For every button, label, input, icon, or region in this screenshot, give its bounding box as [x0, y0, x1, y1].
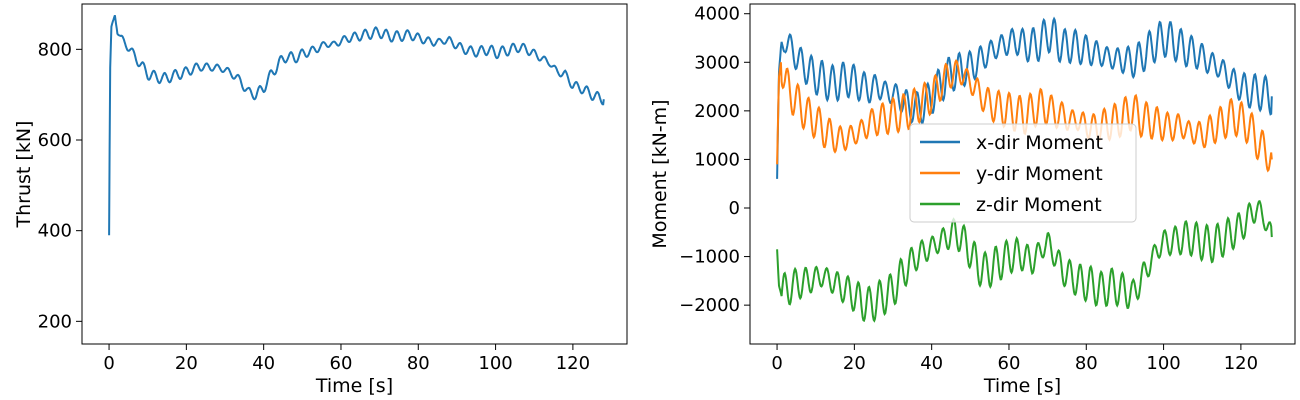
y-tick-label: 400 — [38, 221, 72, 242]
x-tick-label: 20 — [175, 353, 198, 374]
y-tick-label: −2000 — [679, 295, 740, 316]
y-axis-label: Thrust [kN] — [13, 121, 35, 229]
x-tick-label: 0 — [103, 353, 114, 374]
legend-entry: y-dir Moment — [976, 163, 1103, 185]
series-line-z-dir-moment — [776, 199, 1273, 323]
y-tick-label: 800 — [38, 39, 72, 60]
legend: x-dir Moment y-dir Moment z-dir Moment — [909, 123, 1137, 223]
x-tick-label: 60 — [330, 353, 353, 374]
y-tick-label: 2000 — [694, 101, 740, 122]
y-tick-label: 1000 — [694, 149, 740, 170]
y-axis-label: Moment [kN-m] — [649, 99, 671, 248]
legend-box — [909, 123, 1137, 223]
plot-area — [81, 3, 628, 345]
y-tick-label: 3000 — [694, 52, 740, 73]
chart-2: 0 20 40 60 80 100 120 −2000 −1000 0 1000 2000 3000 40… — [649, 3, 1296, 397]
x-tick-label: 120 — [1224, 353, 1258, 374]
series-line-x-dir-moment — [776, 16, 1273, 179]
y-tick-label: 600 — [38, 130, 72, 151]
x-axis-label: Time [s] — [315, 375, 393, 397]
chart-1: 0 20 40 60 80 100 120 200 400 600 800 Time [s] Thrus… — [13, 3, 628, 397]
legend-entry: x-dir Moment — [976, 132, 1103, 154]
y-tick-label: 200 — [38, 311, 72, 332]
x-tick-label: 20 — [843, 353, 866, 374]
x-tick-label: 40 — [252, 353, 275, 374]
x-tick-label: 80 — [407, 353, 430, 374]
y-tick-label: 4000 — [694, 4, 740, 25]
legend-entry: z-dir Moment — [976, 194, 1102, 216]
x-tick-label: 100 — [478, 353, 512, 374]
y-tick-label: 0 — [729, 198, 740, 219]
x-tick-label: 0 — [771, 353, 782, 374]
x-axis-label: Time [s] — [983, 375, 1061, 397]
y-tick-label: −1000 — [679, 247, 740, 268]
x-tick-label: 40 — [920, 353, 943, 374]
x-tick-label: 120 — [556, 353, 590, 374]
x-tick-label: 100 — [1146, 353, 1180, 374]
series-line-thrust — [108, 14, 605, 236]
x-tick-label: 60 — [998, 353, 1021, 374]
x-tick-label: 80 — [1075, 353, 1098, 374]
plot-area — [749, 3, 1296, 345]
